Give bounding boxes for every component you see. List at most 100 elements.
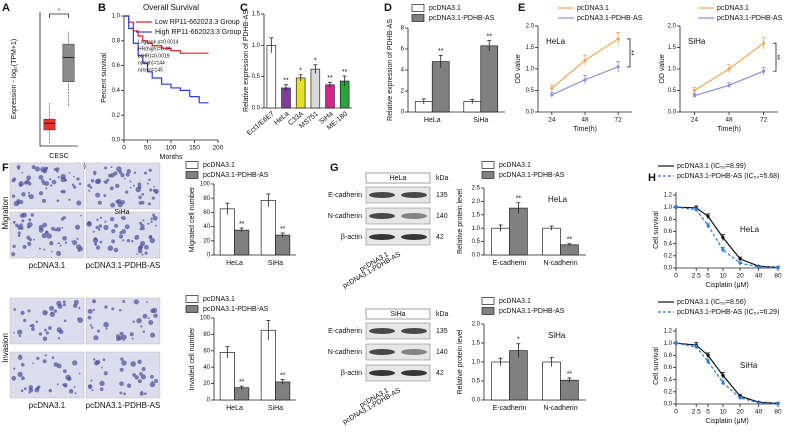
point (721, 248, 725, 252)
cell (109, 217, 115, 222)
point (721, 381, 725, 385)
y-tick-label: 2 (401, 89, 405, 95)
cell (23, 387, 27, 391)
bar (560, 379, 579, 401)
cell (56, 170, 59, 173)
legend-label: pcDNA3.1 (203, 162, 235, 169)
cell (68, 171, 71, 174)
cell (73, 175, 75, 178)
cell (99, 387, 104, 392)
cell (134, 237, 137, 240)
cell (76, 200, 82, 206)
band (369, 213, 395, 219)
cell (152, 188, 156, 192)
unit-label: kDa (436, 175, 449, 182)
chart-title: SiHa (688, 37, 706, 46)
y-tick-label: 6 (401, 47, 405, 53)
box (43, 118, 56, 131)
blot-strip (365, 207, 431, 225)
cell (22, 244, 27, 249)
y-tick-label: 0.0 (668, 110, 677, 116)
cell (93, 358, 96, 361)
y-axis-label: Expression - log₂(TPM+1) (11, 39, 18, 119)
cell (86, 221, 92, 227)
legend-swatch (481, 161, 495, 169)
cell (143, 171, 147, 175)
point (761, 41, 766, 45)
cell (124, 177, 126, 180)
x-tick-label: 100 (166, 145, 177, 152)
point (694, 208, 698, 212)
point (692, 88, 697, 93)
cell (45, 331, 49, 335)
legend-swatch (411, 4, 425, 12)
x-tick-label: 40 (755, 409, 763, 416)
cell (107, 245, 114, 251)
x-axis-label: Cisplatin (μM) (705, 418, 748, 425)
x-tick-label: SiHa (473, 117, 488, 124)
cell (95, 225, 99, 230)
cell (140, 390, 143, 393)
cell (31, 165, 36, 170)
axis-line (263, 14, 352, 109)
cell (132, 373, 136, 377)
cell (122, 339, 125, 342)
band-label: N-cadherin (328, 213, 362, 220)
x-axis-label: Time(h) (573, 126, 597, 133)
series-line (675, 342, 779, 404)
cell (77, 317, 83, 323)
cell (42, 359, 47, 364)
y-tick-label: 100 (200, 316, 211, 322)
cell (44, 230, 49, 235)
cell (90, 379, 93, 382)
cell (48, 326, 52, 330)
column-label: pcDNA3.1-PDHB-AS (86, 401, 161, 410)
cell (60, 190, 64, 193)
y-axis-label: OD value (659, 54, 666, 83)
x-tick-label: 200 (213, 145, 224, 152)
cell (130, 361, 136, 367)
cell (18, 228, 21, 231)
cell (103, 180, 106, 183)
chart-title: HeLa (740, 225, 760, 234)
cell (88, 189, 91, 192)
cell (17, 355, 23, 360)
cell (126, 383, 132, 388)
cell (38, 247, 41, 250)
y-tick-label: 0.6 (112, 63, 121, 69)
series-line (675, 342, 779, 404)
chart-title: Overall Survival (143, 3, 199, 12)
cell (63, 369, 67, 374)
bar (295, 77, 306, 109)
y-tick-label: 0.4 (664, 241, 673, 247)
significance: ** (280, 372, 286, 379)
cell (72, 185, 77, 189)
cell (41, 179, 45, 183)
cell (99, 380, 105, 387)
x-tick-label: 80 (774, 273, 782, 280)
cell (149, 381, 156, 388)
chart-title: HeLa (546, 37, 566, 46)
chart-title: HeLa (548, 195, 568, 204)
band (369, 370, 395, 376)
bar (480, 45, 499, 113)
cell (78, 307, 81, 310)
cell (114, 223, 119, 228)
cell (137, 185, 142, 189)
cell (30, 213, 35, 217)
legend-label: pcDNA3.1 (IC₅₀=8.56) (677, 299, 746, 306)
cell (46, 233, 52, 239)
cell (103, 224, 109, 231)
x-tick-label: 20 (736, 273, 744, 280)
cell (103, 321, 109, 328)
point (674, 205, 678, 209)
blot-header (365, 172, 431, 184)
cell (99, 216, 103, 219)
cell (76, 237, 79, 240)
cell (18, 233, 21, 236)
point (757, 265, 761, 269)
cell (20, 389, 24, 393)
significance: ** (327, 75, 333, 82)
cell (56, 327, 62, 333)
cell (21, 192, 26, 197)
